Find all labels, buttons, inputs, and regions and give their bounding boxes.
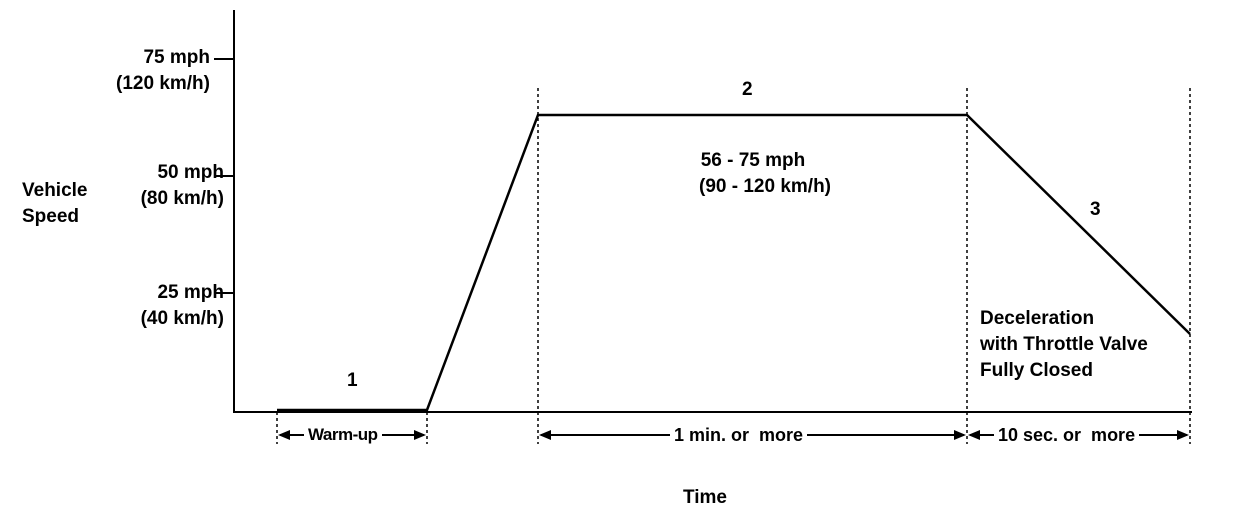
speed-range-kmh: (90 - 120 km/h) bbox=[699, 176, 831, 197]
note-line: with Throttle Valve bbox=[980, 334, 1148, 355]
tick-mph: 25 mph bbox=[157, 282, 224, 303]
y-tick-label-50: 50 mph (80 km/h) bbox=[141, 160, 224, 212]
y-axis-title-line: Speed bbox=[22, 206, 80, 227]
phase3-note: Deceleration with Throttle Valve Fully C… bbox=[980, 306, 1148, 384]
tick-kmh: (120 km/h) bbox=[116, 73, 210, 94]
note-line: Deceleration bbox=[980, 308, 1095, 329]
phase-number-1: 1 bbox=[347, 370, 358, 391]
y-tick-label-75: 75 mph (120 km/h) bbox=[116, 45, 210, 97]
phase2-duration-label: 1 min. or more bbox=[670, 422, 808, 448]
tick-kmh: (80 km/h) bbox=[140, 188, 224, 209]
phase2-speed-range: 56 - 75 mph (90 - 120 km/h) bbox=[670, 148, 860, 200]
tick-kmh: (40 km/h) bbox=[140, 308, 224, 329]
tick-mph: 75 mph bbox=[143, 47, 210, 68]
y-tick-label-25: 25 mph (40 km/h) bbox=[141, 280, 224, 332]
phase3-duration-label: 10 sec. or more bbox=[994, 422, 1140, 448]
note-line: Fully Closed bbox=[980, 360, 1093, 381]
phase-number-2: 2 bbox=[742, 79, 753, 100]
x-axis-title: Time bbox=[683, 487, 728, 508]
warmup-duration-label: Warm-up bbox=[304, 422, 382, 448]
tick-mph: 50 mph bbox=[157, 162, 224, 183]
speed-range-mph: 56 - 75 mph bbox=[700, 150, 806, 171]
phase-number-3: 3 bbox=[1090, 199, 1101, 220]
y-axis-title-line: Vehicle bbox=[22, 180, 88, 201]
y-axis-title: Vehicle Speed bbox=[22, 178, 88, 230]
